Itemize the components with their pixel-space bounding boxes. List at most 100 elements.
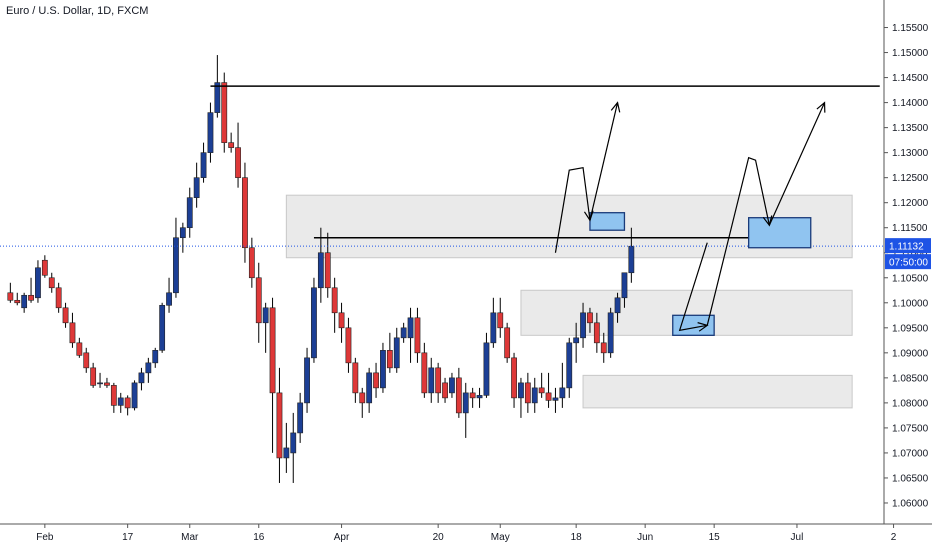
- candle-body: [407, 317, 414, 339]
- candle-body: [117, 397, 124, 406]
- candle-body: [290, 432, 297, 454]
- y-tick-label: 1.11500: [892, 223, 928, 234]
- candle-body: [324, 252, 331, 289]
- candle-body: [386, 350, 393, 369]
- candle-body: [566, 342, 573, 389]
- y-tick-label: 1.13000: [892, 148, 929, 159]
- candle-body: [483, 342, 490, 396]
- projection-path-3: [706, 156, 770, 326]
- candle-body: [35, 267, 41, 299]
- y-tick-label: 1.12500: [892, 173, 929, 184]
- y-tick-label: 1.11000: [892, 248, 928, 259]
- x-tick-label: 16: [253, 532, 265, 543]
- y-tick-label: 1.10500: [892, 273, 929, 284]
- x-tick-label: Jul: [791, 532, 804, 543]
- y-tick-label: 1.10000: [892, 298, 929, 309]
- candle-body: [469, 392, 476, 399]
- arrowhead-icon: [610, 101, 621, 113]
- y-tick-label: 1.12000: [892, 198, 929, 209]
- projection-arrows: [554, 101, 826, 332]
- candle-body: [55, 287, 62, 309]
- candle-body: [159, 304, 166, 351]
- x-tick-label: 17: [122, 532, 134, 543]
- x-tick-label: May: [491, 532, 510, 543]
- candle-body: [152, 350, 159, 364]
- candle-body: [352, 362, 359, 394]
- resistance-lines: [0, 85, 884, 247]
- x-tick-label: 18: [571, 532, 583, 543]
- candle-body: [179, 227, 186, 239]
- candle-body: [28, 294, 34, 301]
- candle-body: [104, 382, 110, 386]
- candle-body: [262, 307, 269, 324]
- candle-body: [442, 382, 448, 399]
- candle-body: [276, 392, 283, 459]
- candle-body: [21, 294, 28, 309]
- candle-body: [331, 287, 338, 314]
- candle-body: [338, 312, 345, 329]
- candle-body: [449, 377, 455, 394]
- candle-body: [131, 382, 138, 409]
- candle-body: [193, 177, 200, 198]
- candle-body: [531, 387, 538, 404]
- candle-body: [614, 297, 621, 314]
- y-tick-label: 1.15000: [892, 48, 929, 59]
- candle-body: [345, 327, 352, 364]
- candle-body: [48, 277, 55, 289]
- candle-body: [593, 322, 600, 344]
- candle-body: [214, 82, 221, 113]
- candle-body: [62, 307, 69, 324]
- candle-body: [559, 387, 566, 399]
- candles: [7, 55, 635, 483]
- candle-body: [421, 352, 428, 394]
- candle-body: [600, 342, 607, 354]
- y-tick-label: 1.13500: [892, 123, 929, 134]
- candle-body: [511, 357, 517, 399]
- x-tick-label: Jun: [637, 532, 653, 543]
- candle-body: [311, 287, 317, 359]
- candle-body: [628, 245, 635, 274]
- candle-body: [366, 372, 373, 404]
- candle-body: [462, 392, 469, 414]
- price-badge: [885, 238, 931, 254]
- candle-body: [255, 277, 262, 324]
- candle-body: [304, 357, 310, 404]
- price-badge-value: 1.11132: [889, 242, 924, 253]
- y-tick-label: 1.08500: [892, 373, 929, 384]
- candle-body: [235, 147, 241, 178]
- projection-path-2: [678, 242, 708, 332]
- y-tick-label: 1.07000: [892, 448, 929, 459]
- candle-body: [186, 197, 193, 229]
- y-tick-label: 1.14500: [892, 73, 929, 84]
- candle-body: [621, 272, 628, 299]
- candle-body: [228, 142, 235, 148]
- candle-body: [317, 252, 324, 289]
- candle-body: [173, 237, 179, 294]
- candle-body: [14, 299, 21, 304]
- y-tick-label: 1.09500: [892, 323, 929, 334]
- candle-body: [455, 377, 462, 414]
- candle-body: [587, 312, 593, 324]
- projection-path-4: [768, 102, 826, 226]
- candle-body: [373, 372, 379, 389]
- candle-body: [380, 350, 386, 389]
- projection-path-0: [554, 166, 591, 253]
- y-tick-label: 1.09000: [892, 348, 929, 359]
- candle-body: [607, 312, 614, 354]
- y-tick-label: 1.06000: [892, 498, 929, 509]
- x-tick-label: Apr: [334, 532, 350, 543]
- candle-body: [538, 387, 545, 394]
- candle-body: [504, 327, 511, 359]
- candle-body: [552, 397, 559, 401]
- candle-body: [580, 312, 586, 339]
- candle-body: [393, 337, 400, 369]
- x-tick-label: 20: [433, 532, 445, 543]
- candle-body: [518, 382, 524, 399]
- candle-body: [414, 317, 421, 354]
- candle-body: [283, 447, 290, 459]
- target-box-2: [748, 217, 812, 249]
- candle-body: [221, 82, 228, 143]
- zone-2: [582, 374, 853, 409]
